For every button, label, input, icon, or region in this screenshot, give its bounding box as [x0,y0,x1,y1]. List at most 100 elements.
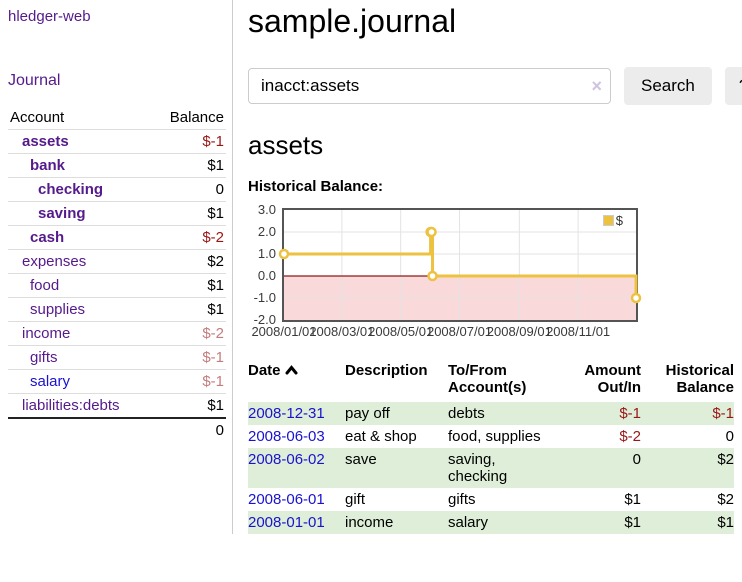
account-name-cell: food [8,274,152,298]
chart-y-axis: 3.0 2.0 1.0 0.0 -1.0 -2.0 [248,203,282,327]
account-name-cell: expenses [8,250,152,274]
search-bar: × Search ? [248,67,742,105]
account-name-cell: liabilities:debts [8,394,152,419]
account-balance-value: $1 [207,301,224,318]
search-button[interactable]: Search [624,67,712,105]
main-content: sample.journal × Search ? assets Histori… [233,0,742,534]
account-link[interactable]: income [22,325,71,342]
transaction-row: 2008-06-02 save saving, checking 0 $2 [248,448,734,488]
account-balance-value: 0 [215,181,224,198]
page-title: sample.journal [248,3,457,39]
x-tick-label: 2008/11/01 [546,324,611,339]
account-name-cell: supplies [8,298,152,322]
transaction-description: eat & shop [345,428,417,445]
account-name-cell: gifts [8,346,152,370]
account-link[interactable]: checking [38,181,104,198]
account-link[interactable]: assets [22,133,69,150]
transaction-description: save [345,451,377,468]
search-input[interactable] [248,68,611,104]
transaction-description: gift [345,491,366,508]
account-balance-value: $-1 [202,373,224,390]
sidebar: hledger-web Journal Account Balance asse… [0,0,233,534]
transaction-description: pay off [345,405,390,422]
account-name-cell: bank [8,154,152,178]
chart-x-axis: 2008/01/01 2008/03/01 2008/05/01 2008/07/01… [251,322,680,340]
account-link[interactable]: salary [30,373,71,390]
transaction-balance: 0 [725,428,734,445]
sidebar-item-journal[interactable]: Journal [8,72,61,89]
account-link[interactable]: food [30,277,60,294]
transaction-date-link[interactable]: 2008-06-02 [248,451,325,468]
transaction-amount: $1 [624,491,641,508]
account-row: expenses $2 [8,249,226,274]
account-heading: assets [248,130,324,160]
x-tick-label: 2008/07/01 [426,324,493,339]
accounts-table-header: Account Balance [8,106,226,130]
account-link[interactable]: supplies [30,301,86,318]
x-tick-label: 2008/09/01 [486,324,552,339]
account-name-cell: saving [8,202,152,226]
search-help-button[interactable]: ? [724,67,742,105]
transaction-row: 2008-12-31 pay off debts $-1 $-1 [248,402,734,425]
y-tick-label: 2.0 [257,224,276,239]
y-tick-label: 3.0 [257,202,276,217]
transaction-balance: $2 [717,451,734,468]
chart-legend: $ [601,213,624,228]
account-balance-value: $2 [207,253,224,270]
transaction-accounts: gifts [448,491,476,508]
transaction-accounts: food, supplies [448,428,541,445]
account-link[interactable]: expenses [22,253,87,270]
date-column-header[interactable]: Date [248,360,345,402]
transaction-date-link[interactable]: 2008-01-01 [248,514,325,531]
legend-label: $ [615,213,623,228]
chart-heading: Historical Balance: [248,178,384,195]
account-balance-value: $-2 [202,325,224,342]
transaction-balance: $-1 [712,405,734,422]
account-row: food $1 [8,273,226,298]
transaction-amount: $-1 [619,405,641,422]
transaction-date-cell: 2008-06-03 [248,425,345,448]
account-link[interactable]: saving [38,205,86,222]
account-row: supplies $1 [8,297,226,322]
chart-plot-area: $ [278,208,642,322]
tofrom-column-header: To/From Account(s) [448,362,527,396]
transaction-date-cell: 2008-01-01 [248,511,345,534]
account-row: liabilities:debts $1 [8,393,226,419]
account-balance-value: $-1 [202,349,224,366]
transaction-balance: $1 [717,514,734,531]
clear-search-icon[interactable]: × [591,76,602,96]
x-tick-label: 2008/03/01 [309,324,375,339]
transaction-date-cell: 2008-06-02 [248,448,345,488]
transaction-accounts: saving, checking [448,451,508,485]
account-name-cell: assets [8,130,152,154]
account-row: gifts $-1 [8,345,226,370]
account-link[interactable]: cash [30,229,65,246]
account-link[interactable]: liabilities:debts [22,397,120,414]
balance-column-header: Balance [169,109,224,126]
account-link[interactable]: bank [30,157,66,174]
account-row: bank $1 [8,153,226,178]
transaction-amount: 0 [632,451,641,468]
account-name-cell: checking [8,178,152,202]
transaction-accounts: salary [448,514,489,531]
balance-column-header-main: Historical Balance [665,362,734,396]
account-name-cell: income [8,322,152,346]
transaction-amount: $-2 [619,428,641,445]
legend-swatch-icon [602,215,614,226]
accounts-balance-table: Account Balance assets $-1 bank $1 checking 0… [8,106,226,442]
transaction-description: income [345,514,394,531]
historical-balance-chart: 3.0 2.0 1.0 0.0 -1.0 -2.0 $ 2008/01/01 2008/03… [248,203,680,340]
brand-link[interactable]: hledger-web [8,8,91,25]
account-balance-value: $-2 [202,229,224,246]
account-row: cash $-2 [8,225,226,250]
y-tick-label: 0.0 [257,268,276,283]
account-balance-value: $1 [207,205,224,222]
account-link[interactable]: gifts [30,349,58,366]
transaction-date-link[interactable]: 2008-12-31 [248,405,325,422]
transaction-date-link[interactable]: 2008-06-01 [248,491,325,508]
account-row: saving $1 [8,201,226,226]
y-tick-label: -1.0 [253,290,276,305]
transaction-date-link[interactable]: 2008-06-03 [248,428,325,445]
transaction-row: 2008-06-03 eat & shop food, supplies $-2 0 [248,425,734,448]
transaction-row: 2008-06-01 gift gifts $1 $2 [248,488,734,511]
